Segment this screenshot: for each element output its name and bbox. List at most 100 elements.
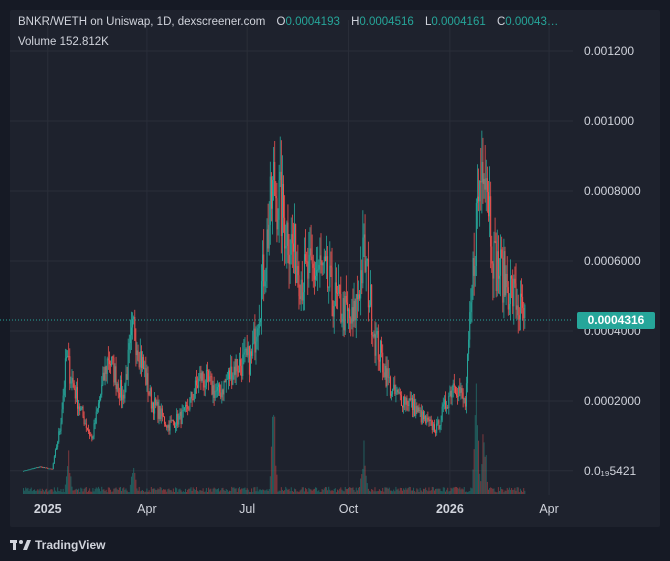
candle-body — [225, 379, 227, 383]
volume-bar — [512, 489, 514, 494]
volume-bar — [468, 491, 470, 494]
candle-body — [194, 380, 196, 395]
volume-bar — [106, 492, 108, 494]
candle-body — [83, 416, 85, 425]
volume-bar — [471, 488, 473, 494]
volume-bar — [456, 487, 458, 494]
candle-body — [382, 352, 384, 373]
volume-bar — [417, 489, 419, 494]
candle-body — [503, 251, 505, 303]
volume-bar — [435, 488, 437, 494]
volume-bar — [229, 490, 231, 494]
candle-body — [241, 365, 243, 377]
candle-body — [234, 366, 236, 375]
candle-body — [191, 391, 193, 400]
candle-body — [361, 270, 363, 284]
volume-bar — [112, 491, 114, 494]
volume-bar — [68, 450, 70, 494]
candle-body — [408, 398, 410, 406]
volume-bar — [251, 488, 253, 494]
volume-bar — [288, 488, 290, 494]
volume-bar — [79, 491, 81, 494]
volume-bar — [327, 490, 329, 494]
volume-bar — [253, 487, 255, 494]
candle-body — [379, 341, 381, 362]
volume-bar — [212, 488, 214, 494]
candle-body — [507, 287, 509, 310]
open-value: 0.0004193 — [285, 16, 340, 28]
volume-bar — [418, 491, 420, 494]
candle-body — [320, 255, 322, 262]
candle-body — [64, 358, 66, 388]
volume-bar — [158, 489, 160, 494]
volume-bar — [127, 492, 129, 494]
volume-bar — [95, 487, 97, 494]
volume-bar — [237, 488, 239, 494]
volume-bar — [235, 488, 237, 494]
candle-body — [30, 468, 32, 470]
candle-body — [99, 399, 101, 404]
volume-bar — [285, 486, 287, 494]
candle-body — [45, 467, 47, 469]
candle-body — [324, 256, 326, 262]
candle-body — [135, 340, 137, 356]
volume-bar — [230, 490, 232, 494]
candle-body — [159, 405, 161, 420]
candle-body — [272, 179, 274, 209]
volume-bar — [341, 489, 343, 494]
candle-body — [134, 317, 136, 341]
low-value: 0.0004161 — [431, 16, 486, 28]
volume-bar — [176, 488, 178, 494]
candle-body — [34, 467, 36, 469]
volume-bar — [448, 491, 450, 494]
candle-body — [463, 398, 465, 400]
volume-bar — [75, 488, 77, 494]
candle-body — [72, 377, 74, 384]
volume-bar — [115, 487, 117, 494]
volume-bar — [28, 490, 30, 494]
volume-bar — [225, 488, 227, 494]
volume-bar — [172, 488, 174, 494]
volume-bar — [518, 492, 520, 494]
candle-body — [494, 241, 496, 243]
candle-body — [80, 408, 82, 411]
candle-body — [198, 378, 200, 388]
candle-body — [427, 417, 429, 420]
candle-body — [279, 171, 281, 181]
candle-body — [254, 328, 256, 353]
volume-bar — [363, 440, 365, 494]
volume-bar — [378, 489, 380, 494]
candle-body — [192, 399, 194, 401]
candle-body — [472, 258, 474, 289]
volume-bar — [108, 487, 110, 494]
volume-bar — [175, 487, 177, 494]
candle-body — [162, 416, 164, 418]
volume-bar — [511, 488, 513, 494]
volume-bar — [139, 491, 141, 494]
volume-bar — [259, 489, 261, 494]
candle-body — [70, 381, 72, 384]
candle-body — [383, 372, 385, 378]
volume-bar — [340, 487, 342, 494]
volume-bar — [482, 434, 484, 494]
candle-body — [259, 318, 261, 323]
volume-bar — [58, 490, 60, 494]
candle-body — [203, 380, 205, 388]
candle-body — [343, 298, 345, 331]
volume-bar — [470, 487, 472, 494]
tradingview-brand[interactable]: TradingView — [10, 537, 105, 553]
volume-bar — [173, 491, 175, 494]
candle-body — [58, 431, 60, 442]
volume-bar — [350, 487, 352, 494]
candle-body — [491, 246, 493, 264]
volume-bar — [443, 487, 445, 494]
volume-bar — [376, 491, 378, 494]
volume-bar — [523, 488, 525, 494]
volume-bar — [167, 489, 169, 494]
candle-body — [385, 365, 387, 387]
volume-bar — [132, 473, 134, 494]
high-value: 0.0004516 — [359, 16, 414, 28]
candle-body — [74, 389, 76, 399]
volume-bar — [107, 487, 109, 494]
